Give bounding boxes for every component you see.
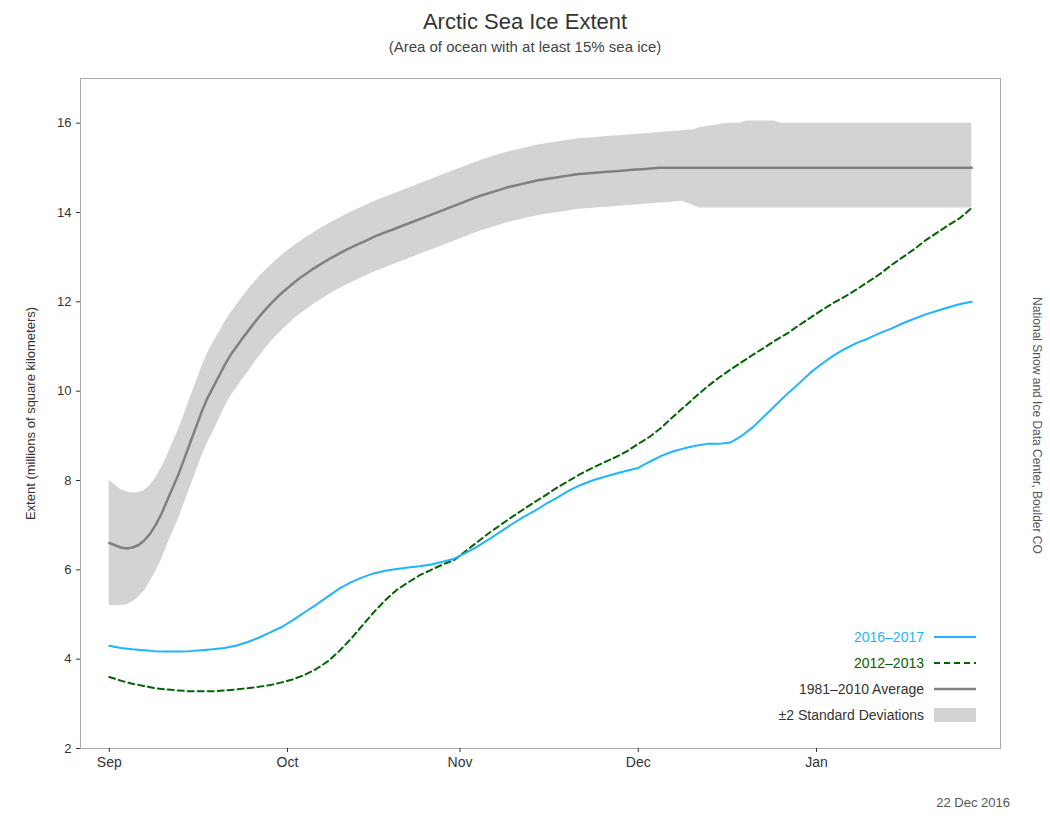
svg-text:4: 4 [64,651,71,666]
svg-text:12: 12 [57,294,71,309]
svg-text:14: 14 [57,205,71,220]
html-text:±2 Standard Deviations: ±2 Standard Deviations [778,707,924,723]
html-text:Arctic Sea Ice Extent: Arctic Sea Ice Extent [422,9,628,34]
svg-text:10: 10 [57,383,71,398]
html-text:(Area of ocean with at least 1: (Area of ocean with at least 15% sea ice… [388,38,662,55]
svg-text:Jan: Jan [805,754,828,770]
svg-text:Dec: Dec [626,754,651,770]
svg-text:8: 8 [64,473,71,488]
svg-text:6: 6 [64,562,71,577]
svg-text:Oct: Oct [277,754,299,770]
html-text:2016–2017: 2016–2017 [853,629,924,645]
html-text:22 Dec 2016: 22 Dec 2016 [936,795,1010,810]
html-text:2012–2013: 2012–2013 [853,655,924,671]
svg-text:Extent (millions of square kil: Extent (millions of square kilometers) [23,307,38,520]
html-text:National Snow and Ice Data Cen: National Snow and Ice Data Center, Bould… [1030,297,1044,554]
svg-text:16: 16 [57,115,71,130]
svg-text:2: 2 [64,741,71,756]
html-text:1981–2010 Average: 1981–2010 Average [798,681,924,697]
svg-text:Sep: Sep [97,754,122,770]
svg-text:Nov: Nov [448,754,473,770]
